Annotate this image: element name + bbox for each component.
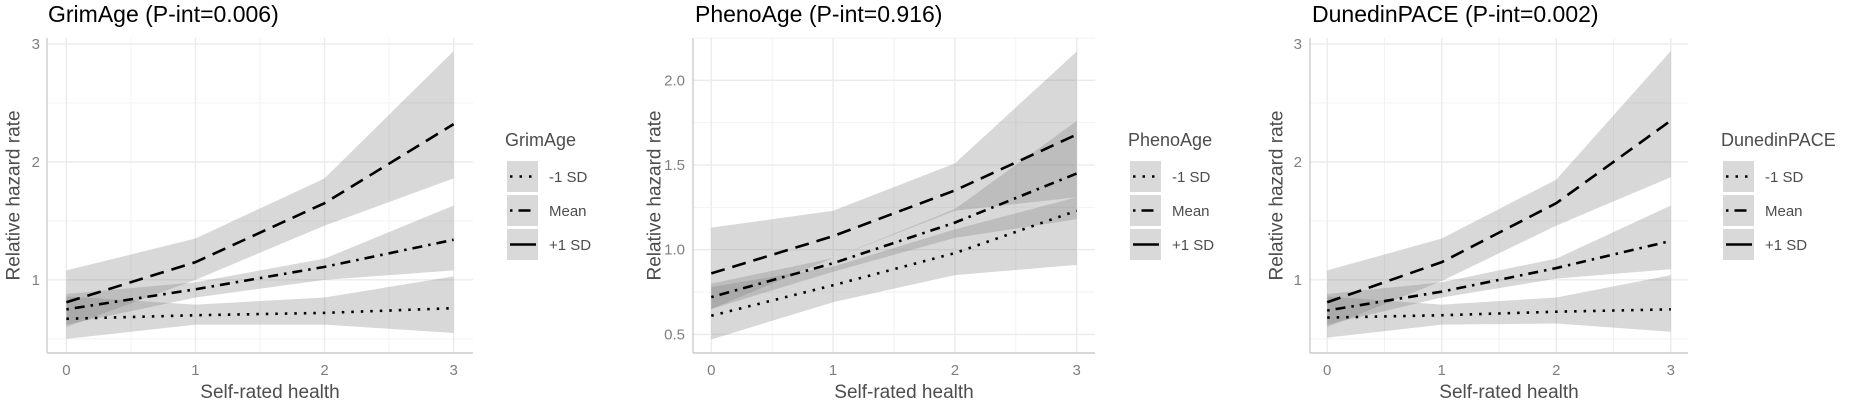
x-axis-label: Self-rated health	[1439, 382, 1578, 403]
ci-band-plus1sd	[66, 50, 454, 328]
y-tick-label: 1.0	[664, 242, 685, 259]
x-tick-label: 1	[829, 362, 837, 379]
series-line-mean	[1326, 239, 1672, 312]
legend	[1723, 161, 1754, 260]
y-tick-label: 1	[32, 272, 40, 289]
legend-title: DunedinPACE	[1721, 130, 1836, 150]
plot-area	[693, 37, 1095, 353]
y-tick-label: 3	[32, 36, 40, 53]
panel-phenoage: PhenoAge (P-int=0.916) Relative hazard r…	[645, 1, 1215, 403]
x-tick-label: 1	[191, 362, 199, 379]
x-tick-label: 0	[707, 362, 715, 379]
x-tick-label: 0	[62, 362, 70, 379]
legend-label-minus1sd: -1 SD	[1172, 169, 1211, 186]
x-tick-label: 2	[320, 362, 328, 379]
y-axis-label: Relative hazard rate	[1267, 110, 1288, 280]
legend	[1130, 161, 1161, 260]
legend-label-minus1sd: -1 SD	[549, 169, 588, 186]
y-tick-label: 2	[1294, 154, 1302, 171]
x-tick-label: 3	[1667, 362, 1675, 379]
ci-band-mean	[66, 205, 454, 325]
panel-title: GrimAge (P-int=0.006)	[48, 1, 279, 27]
legend-label-mean: Mean	[1172, 203, 1210, 220]
legend	[507, 161, 538, 260]
series-line-mean	[710, 172, 1078, 299]
legend-label-plus1sd: +1 SD	[1765, 237, 1807, 254]
legend-label-minus1sd: -1 SD	[1765, 169, 1804, 186]
x-tick-label: 2	[1552, 362, 1560, 379]
ci-band-minus1sd	[66, 276, 454, 339]
y-axis-label: Relative hazard rate	[645, 110, 666, 280]
y-tick-label: 2	[32, 154, 40, 171]
x-tick-label: 1	[1438, 362, 1446, 379]
ci-band-mean	[711, 120, 1077, 309]
legend-label-plus1sd: +1 SD	[549, 237, 591, 254]
x-tick-label: 3	[449, 362, 457, 379]
y-axis-label: Relative hazard rate	[4, 110, 25, 280]
y-tick-label: 1	[1294, 272, 1302, 289]
series-line-mean	[66, 238, 454, 311]
y-tick-label: 2.0	[664, 72, 685, 89]
plot-area	[47, 38, 473, 353]
y-tick-label: 0.5	[664, 326, 685, 343]
legend-label-plus1sd: +1 SD	[1172, 237, 1214, 254]
panel-grimage: GrimAge (P-int=0.006) Relative hazard ra…	[4, 1, 592, 403]
ci-band-mean	[1327, 205, 1671, 325]
x-tick-label: 3	[1073, 362, 1081, 379]
panel-dunedinpace: DunedinPACE (P-int=0.002) Relative hazar…	[1267, 1, 1836, 403]
series-line-plus1sd	[65, 123, 455, 304]
x-axis-label: Self-rated health	[200, 382, 339, 403]
ci-band-minus1sd	[1327, 275, 1671, 338]
series-line-minus1sd	[1327, 308, 1671, 319]
y-tick-label: 3	[1294, 36, 1302, 53]
series-line-plus1sd	[1326, 119, 1672, 304]
ci-band-minus1sd	[711, 197, 1077, 340]
panel-title: PhenoAge (P-int=0.916)	[695, 1, 942, 27]
legend-title: GrimAge	[505, 130, 576, 150]
y-tick-label: 1.5	[664, 157, 685, 174]
x-tick-label: 2	[951, 362, 959, 379]
legend-label-mean: Mean	[1765, 203, 1803, 220]
panel-title: DunedinPACE (P-int=0.002)	[1312, 1, 1599, 27]
plot-area	[1310, 38, 1688, 353]
legend-title: PhenoAge	[1128, 130, 1212, 150]
x-tick-label: 0	[1323, 362, 1331, 379]
ci-band-plus1sd	[1327, 50, 1671, 328]
legend-label-mean: Mean	[549, 203, 587, 220]
x-axis-label: Self-rated health	[834, 382, 973, 403]
